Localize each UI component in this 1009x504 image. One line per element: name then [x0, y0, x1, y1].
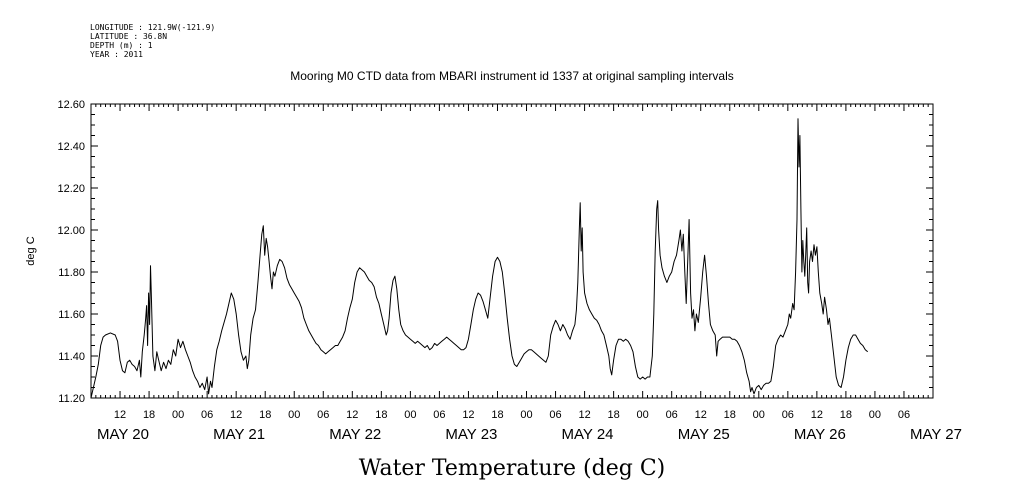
- x-day-label: MAY 27: [910, 426, 962, 443]
- x-tick-label: 00: [404, 409, 416, 421]
- x-tick-label: 06: [433, 409, 445, 421]
- x-tick-label: 06: [782, 409, 794, 421]
- y-axis: 11.20 11.40 11.60 11.80 12.00 12.20 12.40 12.60: [57, 99, 933, 405]
- x-tick-label: 12: [462, 409, 474, 421]
- x-day-label: MAY 23: [445, 426, 497, 443]
- y-tick-label: 12.00: [57, 225, 85, 237]
- chart-title: Mooring M0 CTD data from MBARI instrumen…: [290, 69, 734, 83]
- x-day-label: MAY 24: [562, 426, 614, 443]
- x-tick-label: 18: [143, 409, 155, 421]
- series-group: [90, 118, 869, 399]
- y-tick-label: 11.80: [58, 267, 85, 279]
- y-tick-label: 12.60: [57, 99, 85, 111]
- x-tick-label: 18: [840, 409, 852, 421]
- x-tick-label: 18: [375, 409, 387, 421]
- x-day-label: MAY 25: [678, 426, 730, 443]
- x-day-label: MAY 26: [794, 426, 846, 443]
- y-axis-label: deg C: [25, 236, 37, 265]
- x-tick-label: 12: [811, 409, 823, 421]
- x-tick-label: 18: [259, 409, 271, 421]
- x-tick-label: 00: [637, 409, 649, 421]
- x-tick-label: 18: [491, 409, 503, 421]
- x-day-label: MAY 22: [329, 426, 381, 443]
- x-tick-label: 00: [288, 409, 300, 421]
- x-tick-label: 00: [869, 409, 881, 421]
- x-tick-label: 00: [753, 409, 765, 421]
- x-axis: 12 18 00 06 12 18 00 06 12 18 00 06 12 18 00 06 12 18 00 06…: [90, 104, 962, 443]
- y-tick-label: 12.20: [57, 183, 85, 195]
- x-tick-label: 06: [666, 409, 678, 421]
- x-tick-label: 12: [695, 409, 707, 421]
- x-day-label: MAY 21: [213, 426, 265, 443]
- x-tick-label: 06: [549, 409, 561, 421]
- x-tick-label: 18: [724, 409, 736, 421]
- x-tick-label: 12: [346, 409, 358, 421]
- x-tick-label: 12: [230, 409, 242, 421]
- x-tick-label: 00: [172, 409, 184, 421]
- y-tick-label: 11.60: [58, 309, 85, 321]
- y-tick-label: 12.40: [57, 141, 85, 153]
- meta-latitude: LATITUDE : 36.8N: [90, 32, 167, 41]
- x-tick-label: 12: [114, 409, 126, 421]
- x-tick-label: 00: [520, 409, 532, 421]
- x-tick-label: 06: [317, 409, 329, 421]
- x-day-label: MAY 20: [97, 426, 149, 443]
- meta-year: YEAR : 2011: [90, 50, 143, 59]
- y-tick-label: 11.40: [58, 351, 85, 363]
- x-tick-label: 06: [201, 409, 213, 421]
- x-tick-label: 12: [578, 409, 590, 421]
- meta-depth: DEPTH (m) : 1: [90, 41, 153, 50]
- meta-longitude: LONGITUDE : 121.9W(-121.9): [90, 23, 215, 32]
- x-tick-label: 18: [607, 409, 619, 421]
- x-tick-label: 06: [898, 409, 910, 421]
- x-axis-label: Water Temperature (deg C): [359, 456, 666, 481]
- y-tick-label: 11.20: [58, 393, 85, 405]
- series-line: [90, 118, 869, 399]
